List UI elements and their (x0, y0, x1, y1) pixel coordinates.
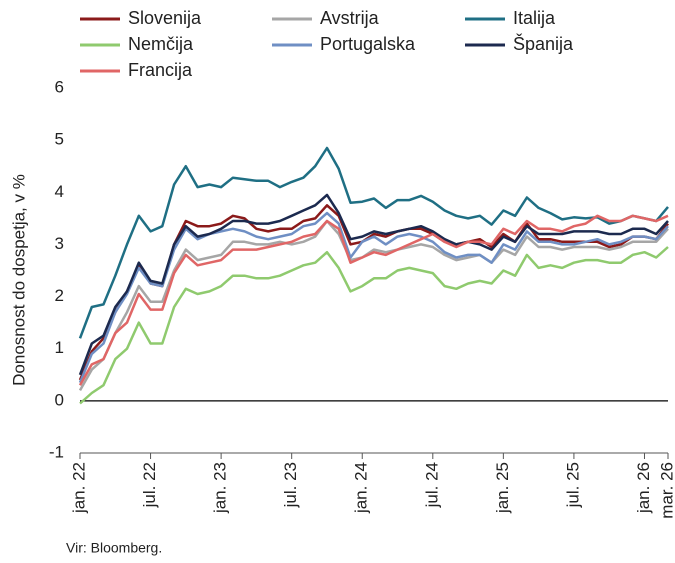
source: Vir: Bloomberg. (66, 540, 162, 556)
x-tick-label: jul. 25 (563, 462, 582, 508)
y-tick-label: 1 (55, 338, 64, 357)
y-tick-label: 0 (55, 390, 64, 409)
x-tick-label: jul. 22 (140, 462, 159, 508)
y-tick-label: 4 (55, 182, 64, 201)
series-line (78, 146, 669, 339)
x-tick-label: jul. 23 (281, 462, 300, 508)
legend-label: Nemčija (128, 34, 194, 54)
x-tick-label: jul. 24 (422, 462, 441, 508)
y-axis-label: Donosnost do dospetja, v % (9, 174, 28, 386)
y-tick-label: 5 (55, 130, 64, 149)
y-tick-label: 6 (55, 77, 64, 96)
series-line (78, 219, 669, 392)
legend-label: Avstrija (320, 8, 380, 28)
y-tick-label: 3 (55, 234, 64, 253)
x-tick-label: jan. 26 (634, 462, 653, 514)
x-tick-label: jan. 22 (69, 462, 88, 514)
x-tick-label: jan. 23 (211, 462, 230, 514)
legend-label: Španija (513, 33, 574, 54)
y-tick-label: 2 (55, 286, 64, 305)
series-line (78, 211, 669, 384)
legend-label: Francija (128, 60, 193, 80)
y-tick-label: -1 (49, 442, 64, 461)
x-tick-label: jan. 25 (493, 462, 512, 514)
legend-label: Slovenija (128, 8, 202, 28)
x-tick-label: mar. 26 (657, 462, 675, 519)
series-line (78, 193, 669, 376)
legend-label: Portugalska (320, 34, 416, 54)
legend-label: Italija (513, 8, 556, 28)
series-line (79, 246, 669, 405)
series-line (78, 214, 669, 386)
x-tick-label: jan. 24 (352, 462, 371, 514)
